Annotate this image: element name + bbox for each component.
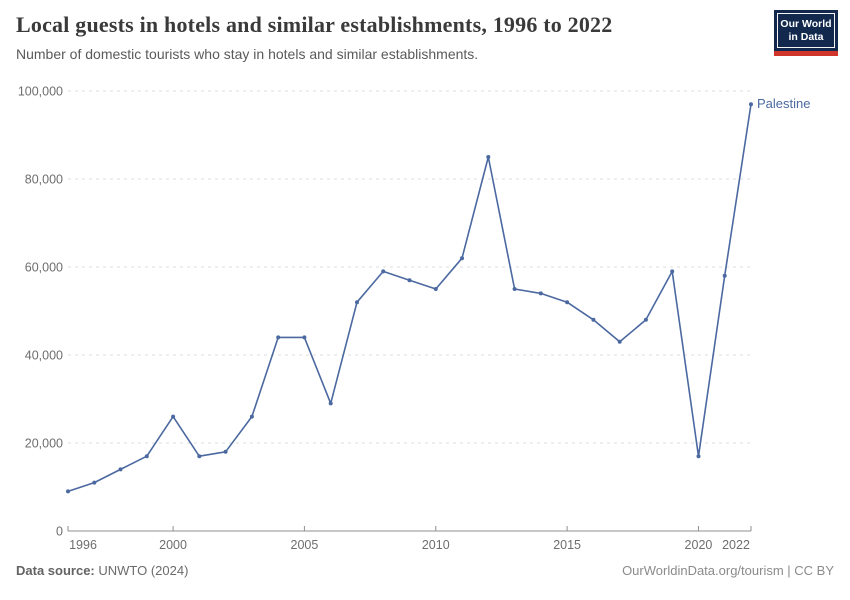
- owid-logo-accent-bar: [774, 51, 838, 56]
- y-tick-label: 20,000: [25, 437, 63, 451]
- owid-logo-text-line2: in Data: [788, 30, 824, 43]
- x-tick-label: 1996: [69, 538, 97, 552]
- data-point-marker[interactable]: [223, 449, 228, 454]
- data-point-marker[interactable]: [118, 467, 123, 472]
- series-palestine[interactable]: Palestine: [66, 96, 810, 494]
- data-point-marker[interactable]: [486, 155, 491, 159]
- data-point-marker[interactable]: [460, 256, 464, 261]
- x-tick-label: 2015: [553, 538, 581, 552]
- chart-title: Local guests in hotels and similar estab…: [16, 12, 613, 37]
- x-tick-label: 2000: [159, 538, 187, 552]
- data-source-label: Data source:: [16, 563, 95, 578]
- data-point-marker[interactable]: [565, 300, 570, 305]
- y-axis-labels: 0 20,000 40,000 60,000 80,000 100,000: [18, 85, 63, 539]
- data-point-marker[interactable]: [512, 287, 517, 291]
- data-point-marker[interactable]: [749, 102, 753, 107]
- x-tick-label: 2010: [422, 538, 450, 552]
- data-point-marker[interactable]: [617, 339, 622, 344]
- credit-link[interactable]: OurWorldinData.org/tourism | CC BY: [622, 563, 834, 578]
- data-point-marker[interactable]: [643, 317, 648, 322]
- owid-logo-text-line1: Our World: [780, 17, 832, 30]
- y-gridlines: [68, 90, 751, 532]
- x-tick-label: 2020: [685, 538, 713, 552]
- data-source-value: UNWTO (2024): [94, 563, 189, 578]
- data-point-marker[interactable]: [433, 287, 438, 291]
- y-tick-label: 0: [56, 525, 63, 539]
- y-tick-label: 100,000: [18, 85, 63, 99]
- data-point-marker[interactable]: [249, 414, 254, 419]
- owid-logo: Our World in Data: [774, 10, 838, 56]
- data-point-marker[interactable]: [538, 291, 543, 296]
- chart-subtitle: Number of domestic tourists who stay in …: [16, 46, 479, 62]
- data-point-marker[interactable]: [355, 300, 359, 305]
- owid-logo-frame: Our World in Data: [777, 13, 835, 48]
- data-point-marker[interactable]: [276, 335, 281, 340]
- data-point-marker[interactable]: [92, 480, 97, 485]
- series-line: [67, 104, 752, 493]
- x-axis: 1996 2000 2005 2010 2015 2020 2022: [67, 526, 752, 552]
- data-point-marker[interactable]: [328, 401, 333, 406]
- chart-footer: Data source: UNWTO (2024) OurWorldinData…: [0, 563, 850, 578]
- data-point-marker[interactable]: [197, 454, 202, 459]
- data-point-marker[interactable]: [66, 489, 70, 494]
- data-point-marker[interactable]: [696, 454, 701, 459]
- data-point-marker[interactable]: [722, 273, 727, 278]
- x-tick-label: 2005: [291, 538, 319, 552]
- data-point-marker[interactable]: [670, 269, 675, 274]
- data-point-marker[interactable]: [144, 454, 149, 459]
- y-tick-label: 80,000: [25, 173, 63, 187]
- data-point-marker[interactable]: [302, 335, 307, 340]
- data-point-marker[interactable]: [381, 269, 386, 274]
- x-tick-label: 2022: [722, 538, 750, 552]
- data-point-marker[interactable]: [171, 414, 176, 419]
- data-point-marker[interactable]: [407, 278, 412, 283]
- y-tick-label: 60,000: [25, 261, 63, 275]
- data-source[interactable]: Data source: UNWTO (2024): [16, 563, 188, 578]
- data-point-marker[interactable]: [591, 317, 596, 322]
- series-end-label[interactable]: Palestine: [757, 96, 810, 111]
- y-tick-label: 40,000: [25, 349, 63, 363]
